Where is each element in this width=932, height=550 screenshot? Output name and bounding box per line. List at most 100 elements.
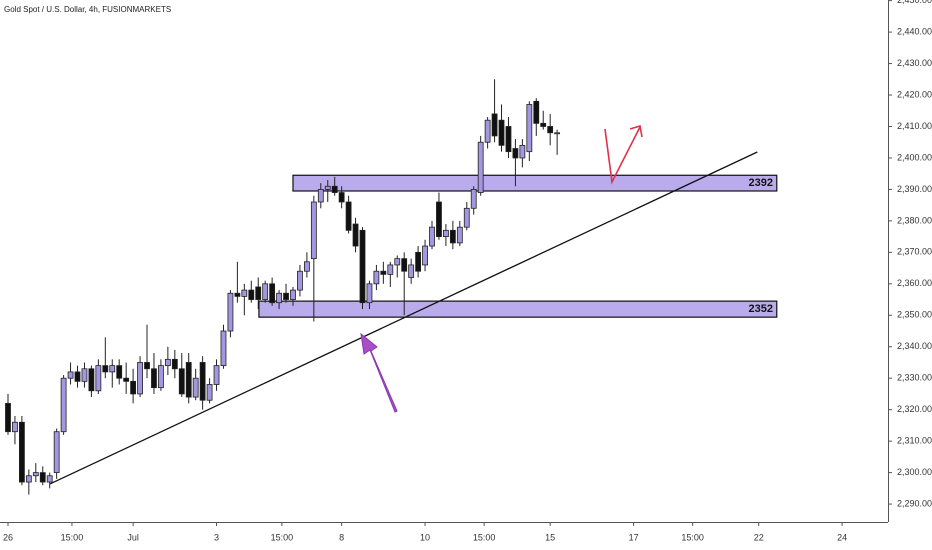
- candle-body: [373, 270, 380, 285]
- candle: [310, 195, 317, 322]
- candle-body: [269, 283, 276, 304]
- candle-body: [18, 421, 25, 483]
- trendline: [49, 151, 758, 485]
- candle-body: [422, 245, 428, 266]
- zone: [258, 300, 778, 318]
- candle: [380, 261, 387, 284]
- candle: [317, 183, 324, 209]
- candle-body: [53, 431, 60, 474]
- candle-body: [484, 119, 491, 143]
- candle: [338, 186, 345, 209]
- candle-body: [297, 270, 303, 291]
- candle-body: [338, 192, 345, 203]
- x-tick-label: 15:00: [681, 532, 704, 542]
- candle-body: [60, 377, 67, 433]
- candle: [164, 346, 171, 376]
- y-tick-label: 2,290.00: [897, 498, 932, 508]
- candle-body: [95, 365, 102, 392]
- candle-body: [498, 119, 505, 146]
- candle: [109, 359, 116, 388]
- candle: [60, 375, 67, 435]
- candle-body: [401, 258, 408, 272]
- candle: [178, 353, 185, 398]
- candle-body: [331, 185, 338, 193]
- candle: [74, 365, 81, 388]
- candle-body: [290, 289, 296, 300]
- candle: [491, 79, 498, 143]
- y-tick-label: 2,300.00: [897, 467, 932, 477]
- candle: [213, 359, 220, 391]
- candle: [540, 110, 547, 130]
- candle-body: [276, 292, 282, 304]
- candle: [158, 359, 164, 391]
- red-arrow: [604, 124, 643, 185]
- zone-label: 2392: [749, 177, 773, 189]
- candle-body: [470, 189, 477, 209]
- candle: [303, 252, 310, 278]
- candle-body: [387, 264, 394, 275]
- candle: [366, 280, 373, 309]
- candle: [373, 264, 380, 291]
- candle-body: [178, 368, 185, 395]
- x-tick-label: 8: [339, 532, 344, 542]
- candle-body: [206, 384, 213, 401]
- candle: [387, 261, 394, 287]
- candle: [88, 365, 95, 398]
- candle-body: [310, 201, 317, 260]
- candle-body: [74, 371, 81, 382]
- candle-body: [199, 362, 206, 401]
- candle: [519, 139, 526, 168]
- candle: [46, 472, 53, 489]
- candle: [18, 415, 25, 486]
- candle: [5, 393, 11, 435]
- candle-body: [185, 362, 192, 398]
- candle: [171, 349, 178, 379]
- candle: [241, 283, 248, 316]
- candle: [345, 195, 352, 234]
- purple-arrow: [360, 332, 398, 413]
- candle: [415, 246, 422, 278]
- candle-body: [192, 377, 199, 398]
- candle: [123, 362, 130, 394]
- candle-body: [463, 207, 470, 228]
- candle-body: [443, 229, 449, 238]
- candle-body: [512, 148, 519, 159]
- x-tick-label: 10: [420, 532, 430, 542]
- candle-body: [491, 113, 498, 137]
- candle: [443, 224, 449, 247]
- candle-body: [109, 365, 116, 373]
- y-tick-label: 2,360.00: [897, 278, 932, 288]
- candle-body: [262, 283, 269, 300]
- candle: [234, 261, 241, 303]
- y-tick-label: 2,400.00: [897, 152, 932, 162]
- candle: [262, 280, 269, 303]
- candle-body: [526, 104, 533, 153]
- candle-body: [234, 292, 241, 297]
- candle-body: [345, 201, 352, 231]
- candle-body: [477, 141, 484, 193]
- candle: [436, 192, 442, 240]
- candle-body: [39, 472, 46, 483]
- candle-body: [241, 289, 248, 297]
- candle-body: [158, 365, 164, 389]
- candle-body: [436, 201, 442, 238]
- candle: [359, 227, 366, 309]
- candle: [276, 290, 282, 309]
- y-tick-label: 2,310.00: [897, 436, 932, 446]
- candle: [401, 252, 408, 316]
- x-tick-label: 15:00: [271, 532, 294, 542]
- plot: 2392 2352: [5, 79, 778, 495]
- x-tick-label: 22: [754, 532, 764, 542]
- candle: [547, 113, 554, 146]
- candle: [477, 135, 484, 196]
- candle-body: [116, 365, 123, 379]
- candle: [206, 378, 213, 404]
- candle: [269, 277, 276, 306]
- candle: [408, 258, 415, 284]
- zone: [292, 174, 778, 192]
- candle: [144, 324, 150, 379]
- candle: [102, 337, 109, 379]
- candle: [352, 217, 359, 253]
- x-tick-label: 17: [629, 532, 639, 542]
